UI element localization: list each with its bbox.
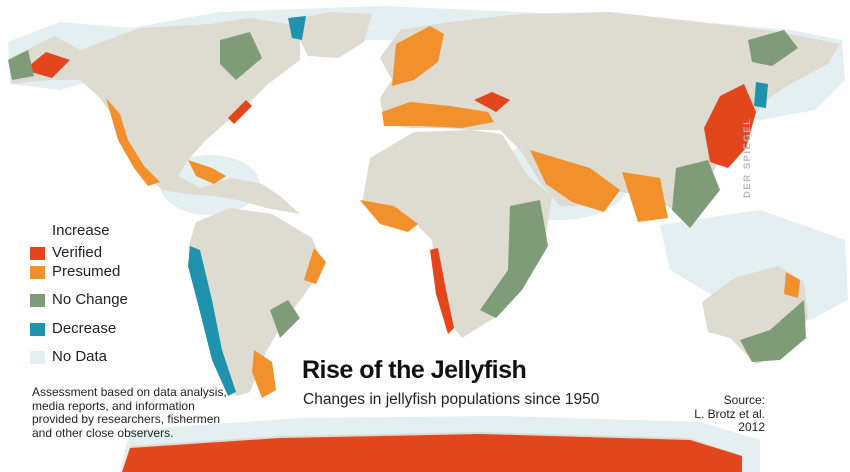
methodology-note: Assessment based on data analysis, media… (32, 385, 227, 440)
source-line-3: 2012 (738, 420, 765, 434)
publisher-watermark: DER SPIEGEL (742, 117, 753, 198)
greenland-land (290, 12, 372, 58)
legend-swatch-presumed (30, 266, 45, 279)
legend-label: No Data (52, 348, 108, 365)
eurasia-land (380, 12, 840, 222)
verified-regions (24, 52, 756, 472)
legend-label: Presumed (52, 263, 121, 280)
decrease-regions (188, 16, 768, 396)
legend-label: Decrease (52, 320, 117, 337)
map-title: Rise of the Jellyfish (302, 356, 527, 384)
legend-swatch-decrease (30, 323, 45, 336)
source-line-1: Source: (723, 393, 765, 407)
legend-swatch-verified (30, 247, 45, 260)
source-line-2: L. Brotz et al. (694, 406, 765, 421)
source-credit: Source: L. Brotz et al. 2012 (694, 393, 765, 435)
legend-heading: Increase (52, 222, 110, 239)
south-america-land (188, 208, 324, 396)
map-subtitle: Changes in jellyfish populations since 1… (303, 391, 600, 408)
presumed-regions (106, 26, 800, 398)
legend-label: Verified (52, 244, 103, 261)
legend-swatch-no-change (30, 294, 45, 307)
legend-swatch-no-data (30, 351, 45, 364)
legend-label: No Change (52, 291, 128, 308)
no-change-regions (8, 30, 806, 362)
